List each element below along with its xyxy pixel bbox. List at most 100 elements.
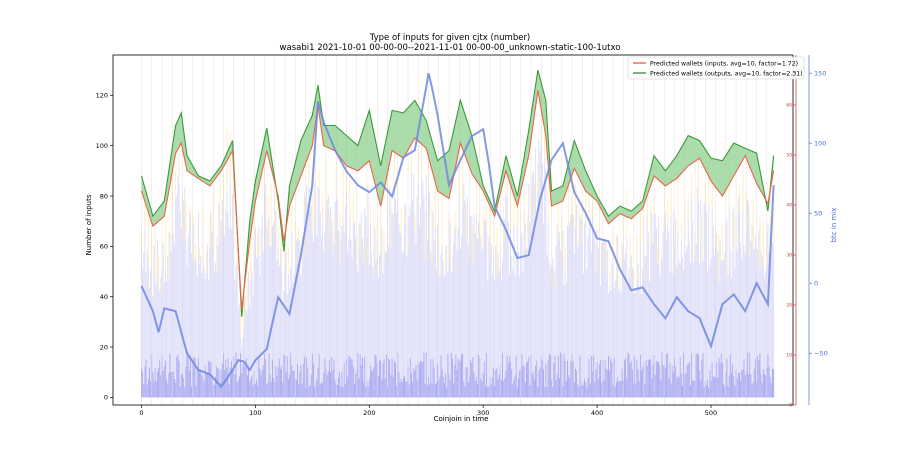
bar-mid	[439, 276, 441, 377]
bar-mid	[587, 236, 589, 378]
bar-mid	[213, 271, 215, 385]
bar-mid	[434, 228, 436, 385]
bar-fresh	[539, 367, 541, 398]
bar-mid	[259, 276, 261, 369]
bar-fresh	[487, 386, 489, 398]
bar-top	[554, 272, 556, 290]
bar-fresh	[490, 383, 492, 398]
bar-fresh	[687, 364, 689, 398]
bar-fresh	[187, 356, 189, 398]
bar-top	[660, 249, 662, 271]
bar-fresh	[459, 361, 461, 398]
bar-fresh	[587, 377, 589, 398]
bar-top	[533, 182, 535, 220]
bar-mid	[752, 248, 754, 382]
bar-mid	[630, 255, 632, 361]
bar-fresh	[342, 386, 344, 398]
bar-mid	[611, 263, 613, 363]
bar-fresh	[201, 374, 203, 398]
bar-fresh	[196, 368, 198, 398]
bar-fresh	[316, 378, 318, 398]
bar-mid	[166, 281, 168, 380]
bar-mid	[620, 292, 622, 381]
bar-fresh	[614, 386, 616, 398]
bar-top	[421, 142, 423, 178]
bar-mid	[473, 214, 475, 373]
bar-mid	[420, 206, 422, 361]
bar-fresh	[511, 368, 513, 398]
bar-fresh	[732, 364, 734, 398]
bar-mid	[430, 252, 432, 360]
bar-top	[434, 176, 436, 229]
bar-fresh	[618, 381, 620, 398]
bar-fresh	[543, 369, 545, 398]
bar-fresh	[194, 358, 196, 398]
bar-mid	[716, 233, 718, 363]
bar-top	[462, 156, 464, 206]
bar-fresh	[254, 383, 256, 398]
bar-mid	[380, 253, 382, 361]
bar-fresh	[585, 382, 587, 398]
bar-mid	[579, 215, 581, 356]
bar-fresh	[256, 379, 258, 398]
bar-fresh	[677, 376, 679, 398]
bar-fresh	[721, 362, 723, 398]
bar-mid	[393, 193, 395, 361]
bar-mid	[683, 269, 685, 353]
bar-mid	[432, 211, 434, 360]
bar-mid	[701, 262, 703, 361]
bar-mid	[646, 217, 648, 366]
bar-mid	[454, 226, 456, 365]
y-axis-label: Number of inputs	[85, 194, 93, 255]
bar-top	[390, 196, 392, 248]
bar-mid	[636, 283, 638, 361]
bar-fresh	[241, 373, 243, 398]
bar-fresh	[440, 355, 442, 398]
bar-top	[506, 177, 508, 199]
bar-mid	[282, 301, 284, 383]
bar-mid	[601, 243, 603, 383]
bar-fresh	[726, 358, 728, 398]
bar-fresh	[483, 361, 485, 398]
bar-fresh	[572, 361, 574, 398]
bar-mid	[522, 271, 524, 366]
bar-top	[759, 220, 761, 269]
bar-mid	[342, 222, 344, 387]
bar-mid	[721, 260, 723, 363]
bar-mid	[350, 240, 352, 360]
bar-fresh	[470, 360, 472, 398]
bar-fresh	[301, 384, 303, 398]
bar-mid	[490, 243, 492, 384]
bar-fresh	[731, 372, 732, 398]
bar-mid	[309, 209, 311, 386]
bar-fresh	[340, 386, 342, 398]
bar-mid	[205, 273, 207, 374]
bar-fresh	[742, 369, 744, 398]
bar-fresh	[275, 365, 277, 398]
bar-fresh	[248, 367, 250, 398]
bar-mid	[278, 265, 280, 359]
bar-mid	[367, 185, 369, 387]
bar-fresh	[408, 384, 410, 398]
bar-mid	[537, 191, 539, 387]
bar-fresh	[609, 370, 611, 398]
bar-mid	[450, 271, 452, 354]
bar-fresh	[759, 352, 761, 398]
bar-fresh	[465, 366, 467, 398]
bar-mid	[150, 268, 152, 382]
bar-mid	[675, 218, 677, 367]
chart-subtitle: wasabi1 2021-10-01 00-00-00--2021-11-01 …	[280, 43, 621, 53]
bar-mid	[358, 222, 360, 379]
bar-fresh	[496, 368, 498, 398]
bar-mid	[732, 252, 734, 365]
bar-fresh	[336, 385, 338, 398]
bar-fresh	[630, 360, 632, 398]
legend-label-outputs: Predicted wallets (outputs, avg=10, fact…	[650, 71, 803, 78]
bar-fresh	[451, 358, 453, 398]
bar-mid	[691, 196, 693, 354]
bar-mid	[584, 222, 586, 379]
bar-mid	[368, 265, 370, 380]
bar-fresh	[494, 385, 496, 398]
bar-mid	[324, 231, 326, 359]
bar-mid	[163, 282, 165, 367]
